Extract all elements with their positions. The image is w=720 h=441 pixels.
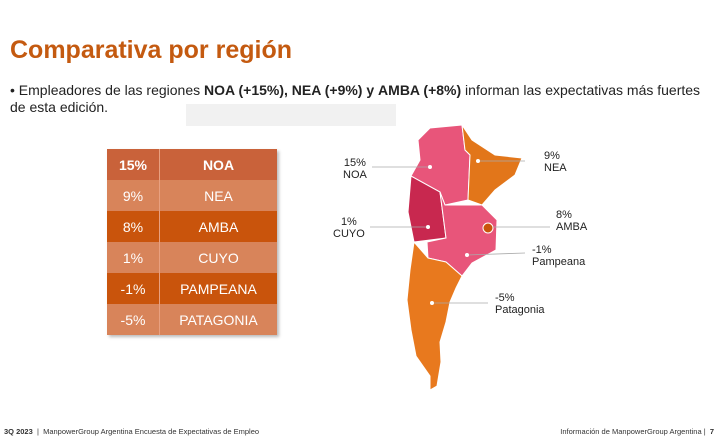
region-cell: NOA — [159, 149, 277, 180]
summary-bullet: • Empleadores de las regiones NOA (+15%)… — [10, 82, 710, 116]
map-label-nea: 9% NEA — [544, 150, 567, 174]
region-nea — [461, 124, 523, 206]
table-row: 8% AMBA — [107, 211, 277, 242]
bullet-nea: NEA (+9%) — [291, 82, 363, 98]
region-cell: CUYO — [159, 242, 277, 273]
value-cell: 9% — [107, 180, 160, 211]
footer-period: 3Q 2023 — [4, 427, 33, 436]
label-value: 9% — [544, 150, 560, 162]
table-row: -1% PAMPEANA — [107, 273, 277, 304]
region-cell: AMBA — [159, 211, 277, 242]
region-patagonia — [406, 240, 463, 391]
skyline-watermark — [186, 104, 396, 126]
map-label-amba: 8% AMBA — [556, 209, 587, 233]
map-label-cuyo: 1% CUYO — [333, 216, 365, 240]
label-value: 1% — [340, 216, 357, 228]
value-cell: 15% — [107, 149, 160, 180]
label-name: Patagonia — [495, 304, 545, 316]
label-value: 8% — [556, 209, 572, 221]
table-row: 9% NEA — [107, 180, 277, 211]
bullet-amba: AMBA (+8%) — [378, 82, 462, 98]
table-row: 15% NOA — [107, 149, 277, 180]
label-name: NEA — [544, 162, 567, 174]
label-name: CUYO — [333, 228, 365, 240]
region-cell: NEA — [159, 180, 277, 211]
table-row: 1% CUYO — [107, 242, 277, 273]
map-label-noa: 15% NOA — [343, 157, 367, 181]
label-value: 15% — [343, 157, 366, 169]
map-label-patagonia: -5% Patagonia — [495, 292, 545, 316]
label-value: -5% — [495, 292, 515, 304]
bullet-suffix: informan las expectativas más fuertes de… — [10, 82, 701, 115]
table-row: -5% PATAGONIA — [107, 304, 277, 335]
label-name: Pampeana — [532, 256, 586, 268]
region-cell: PATAGONIA — [159, 304, 277, 335]
region-amba — [482, 222, 494, 234]
region-pampeana — [426, 191, 498, 277]
value-cell: -5% — [107, 304, 160, 335]
bullet-text: • Empleadores de las regiones — [10, 82, 205, 98]
region-cell: PAMPEANA — [159, 273, 277, 304]
footer-survey: ManpowerGroup Argentina Encuesta de Expe… — [43, 427, 260, 436]
bullet-noa: NOA (+15%), — [204, 82, 288, 98]
label-name: AMBA — [556, 221, 588, 233]
region-cuyo — [407, 175, 447, 243]
value-cell: 8% — [107, 211, 160, 242]
label-name: NOA — [343, 169, 367, 181]
footer-left: 3Q 2023 | ManpowerGroup Argentina Encues… — [4, 427, 260, 436]
bullet-y: y — [366, 82, 375, 98]
regions-table: 15% NOA 9% NEA 8% AMBA 1% CUYO -1% PAMPEANA -… — [107, 149, 277, 335]
page-number: 7 — [709, 427, 714, 436]
page-title: Comparativa por región — [10, 36, 292, 64]
label-value: -1% — [532, 244, 552, 256]
value-cell: -1% — [107, 273, 160, 304]
footer-source: Información de ManpowerGroup Argentina — [560, 427, 702, 436]
footer-right: Información de ManpowerGroup Argentina |… — [560, 427, 714, 436]
map-label-pampeana: -1% Pampeana — [532, 244, 585, 268]
value-cell: 1% — [107, 242, 160, 273]
